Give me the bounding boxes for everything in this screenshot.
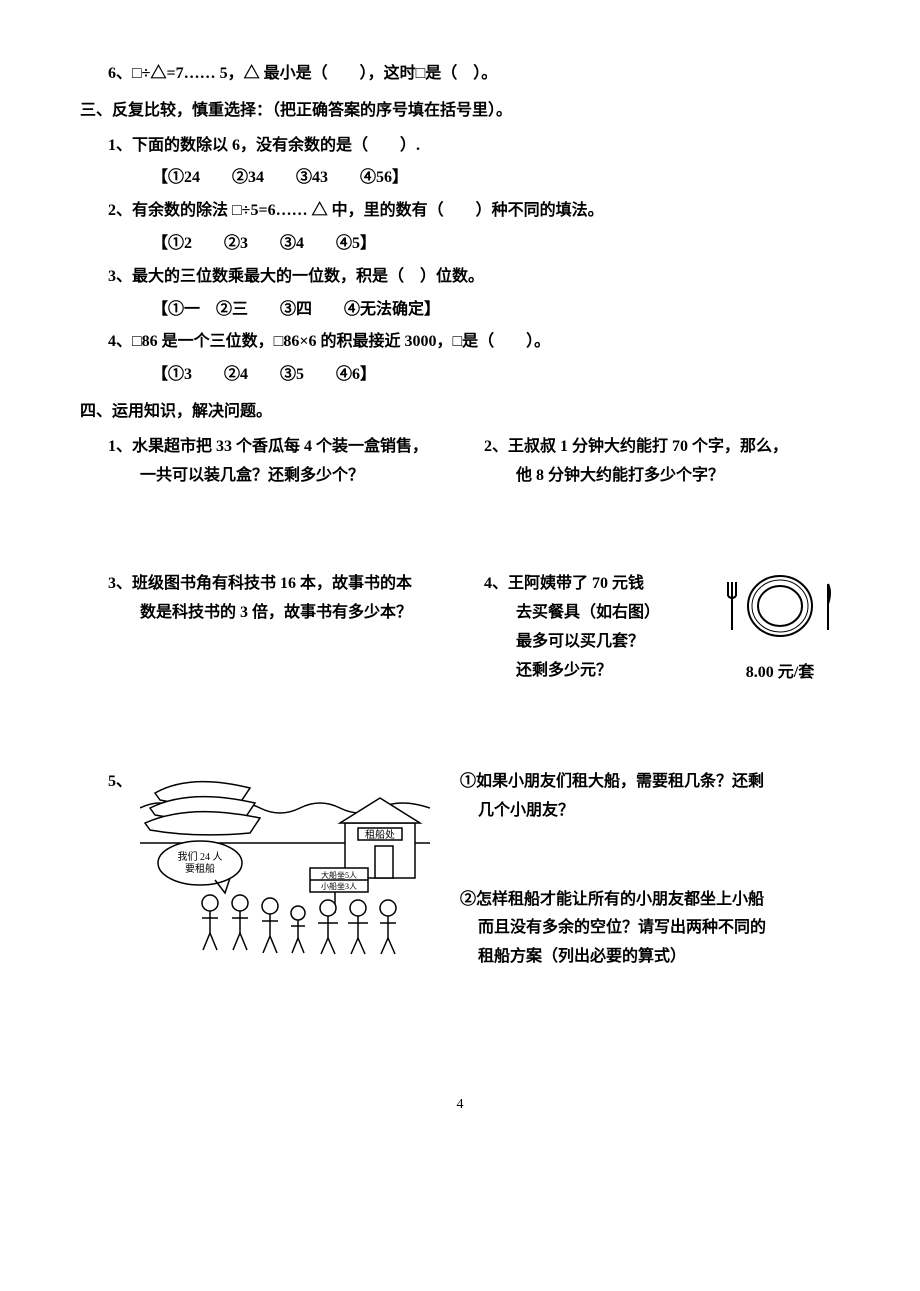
question-4-2: 2、王叔叔 1 分钟大约能打 70 个字，那么， 他 8 分钟大约能打多少个字？: [484, 433, 840, 491]
question-4-5-sub2: ②怎样租船才能让所有的小朋友都坐上小船 而且没有多余的空位？请写出两种不同的 租…: [460, 886, 840, 972]
booth-sign: 租船处: [365, 828, 395, 841]
question-4-4-line1: 4、王阿姨带了 70 元钱: [484, 570, 708, 599]
question-4-1-line1: 1、水果超市把 33 个香瓜每 4 个装一盒销售，: [108, 433, 464, 462]
question-3-1-options: 【①24 ②34 ③43 ④56】: [152, 164, 840, 193]
question-4-5-1-line1: ①如果小朋友们租大船，需要租几条？还剩: [460, 768, 840, 797]
question-3-3: 3、最大的三位数乘最大的一位数，积是（ ）位数。: [108, 263, 840, 292]
plate-price-label: 8.00 元/套: [720, 659, 840, 688]
question-4-2-line2: 他 8 分钟大约能打多少个字？: [516, 462, 840, 491]
question-3-4: 4、□86 是一个三位数，□86×6 的积最接近 3000，□是（ ）。: [108, 328, 840, 357]
question-4-5-1-line2: 几个小朋友？: [478, 797, 840, 826]
section-3-heading: 三、反复比较，慎重选择：（把正确答案的序号填在括号里）。: [80, 97, 840, 126]
section-4-heading: 四、运用知识，解决问题。: [80, 398, 840, 427]
question-3-4-options: 【①3 ②4 ③5 ④6】: [152, 361, 840, 390]
question-4-5-sub1: ①如果小朋友们租大船，需要租几条？还剩 几个小朋友？: [460, 768, 840, 826]
page-number: 4: [80, 1092, 840, 1117]
question-4-5-2-line3: 租船方案（列出必要的算式）: [478, 943, 840, 972]
question-3-2-options: 【①2 ②3 ③4 ④5】: [152, 230, 840, 259]
question-4-1-line2: 一共可以装几盒？还剩多少个？: [140, 462, 464, 491]
question-row-1: 1、水果超市把 33 个香瓜每 4 个装一盒销售， 一共可以装几盒？还剩多少个？…: [108, 433, 840, 491]
question-4-4: 4、王阿姨带了 70 元钱 去买餐具（如右图） 最多可以买几套？ 还剩多少元？: [484, 570, 840, 688]
question-4-4-line2: 去买餐具（如右图）: [516, 599, 708, 628]
question-4-4-line4: 还剩多少元？: [516, 657, 708, 686]
plate-figure: 8.00 元/套: [720, 570, 840, 688]
question-4-3-line1: 3、班级图书角有科技书 16 本，故事书的本: [108, 570, 464, 599]
question-4-3: 3、班级图书角有科技书 16 本，故事书的本 数是科技书的 3 倍，故事书有多少…: [108, 570, 464, 688]
question-row-2: 3、班级图书角有科技书 16 本，故事书的本 数是科技书的 3 倍，故事书有多少…: [108, 570, 840, 688]
question-4-5-2-line2: 而且没有多余的空位？请写出两种不同的: [478, 914, 840, 943]
question-4-5: 5、: [108, 768, 840, 1032]
speech-line2: 要租船: [185, 862, 215, 875]
boat-scene-icon: 我们 24 人 要租船 租船处 大船坐5人 小船坐3人: [140, 768, 430, 958]
question-4-1: 1、水果超市把 33 个香瓜每 4 个装一盒销售， 一共可以装几盒？还剩多少个？: [108, 433, 464, 491]
plate-icon: [720, 570, 840, 648]
question-2-6: 6、□÷△=7…… 5，△ 最小是（ ），这时□是（ ）。: [108, 60, 840, 89]
capacity-line2: 小船坐3人: [321, 881, 357, 891]
question-4-3-line2: 数是科技书的 3 倍，故事书有多少本？: [140, 599, 464, 628]
question-4-2-line1: 2、王叔叔 1 分钟大约能打 70 个字，那么，: [484, 433, 840, 462]
question-4-4-line3: 最多可以买几套？: [516, 628, 708, 657]
question-3-3-options: 【①一 ②三 ③四 ④无法确定】: [152, 296, 840, 325]
question-4-5-2-line1: ②怎样租船才能让所有的小朋友都坐上小船: [460, 886, 840, 915]
capacity-line1: 大船坐5人: [321, 870, 357, 880]
question-3-1: 1、下面的数除以 6，没有余数的是（ ）.: [108, 132, 840, 161]
speech-line1: 我们 24 人: [178, 850, 223, 863]
question-4-5-number: 5、: [108, 768, 132, 797]
question-3-2: 2、有余数的除法 □÷5=6…… △ 中，里的数有（ ）种不同的填法。: [108, 197, 840, 226]
